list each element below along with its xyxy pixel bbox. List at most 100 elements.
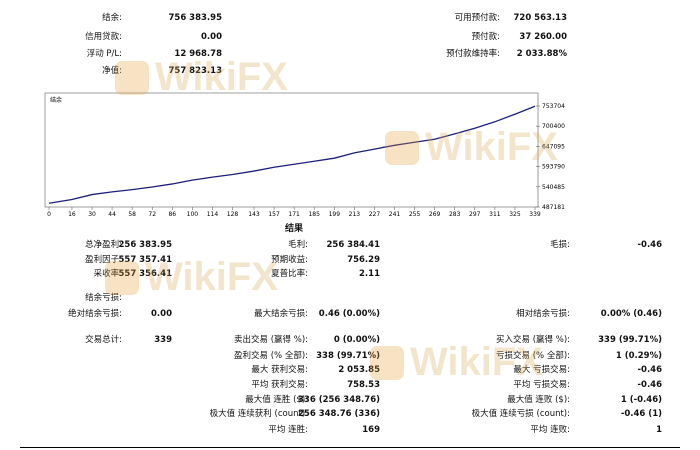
field-label: 预付款: xyxy=(471,32,500,42)
x-tick-label: 100 xyxy=(187,211,199,218)
field-label: 极大值 连续获利 (count): xyxy=(209,409,308,419)
field-value: 339 xyxy=(154,335,172,345)
field-label: 卖出交易 (赢得 %): xyxy=(234,335,308,345)
field-value: 2.11 xyxy=(359,269,380,279)
x-tick-label: 30 xyxy=(88,211,96,218)
field-label: 最大值 连败 ($): xyxy=(507,395,570,405)
field-value: -0.46 xyxy=(637,365,663,375)
x-tick-label: 58 xyxy=(128,211,136,218)
x-tick-label: 325 xyxy=(509,211,521,218)
field-value: 338 (99.71%) xyxy=(316,351,380,361)
x-tick-label: 269 xyxy=(429,211,441,218)
balance-chart: 结余 487181 540485 593790 647095 700400 753704 0… xyxy=(44,92,565,218)
field-value: 557 357.41 xyxy=(118,255,172,265)
field-value: 1 (0.29%) xyxy=(615,351,662,361)
field-value: 2 033.88% xyxy=(516,49,567,59)
field-value: 1 (-0.46) xyxy=(620,395,662,405)
field-value: 1 xyxy=(656,425,662,435)
field-label: 浮动 P/L: xyxy=(86,49,122,59)
field-label: 结余亏损: xyxy=(85,293,122,303)
x-tick-label: 311 xyxy=(489,211,501,218)
field-label: 盈利交易 (% 全部): xyxy=(234,351,308,361)
x-tick-label: 297 xyxy=(469,211,481,218)
field-label: 结余: xyxy=(102,13,122,23)
field-label: 毛利: xyxy=(288,240,308,250)
field-value: 757 823.13 xyxy=(168,66,222,76)
field-label: 相对结余亏损: xyxy=(516,309,570,319)
field-value: 0 (0.00%) xyxy=(333,335,380,345)
field-label: 极大值 连续亏损 (count): xyxy=(471,409,570,419)
field-value: 720 563.13 xyxy=(513,13,567,23)
field-label: 最大 亏损交易: xyxy=(513,365,570,375)
field-value: 0.00 xyxy=(151,309,172,319)
field-value: 336 (256 348.76) xyxy=(298,395,380,405)
field-label: 净值: xyxy=(102,66,122,76)
x-tick-label: 143 xyxy=(248,211,260,218)
field-label: 可用预付款: xyxy=(454,13,500,23)
rule xyxy=(20,447,680,448)
field-label: 采收率: xyxy=(93,269,122,279)
field-label: 预付款维持率: xyxy=(446,49,500,59)
x-tick-label: 185 xyxy=(308,211,320,218)
x-tick-label: 255 xyxy=(409,211,421,218)
field-label: 最大结余亏损: xyxy=(254,309,308,319)
balance-line xyxy=(48,105,536,204)
field-label: 总净盈利: xyxy=(85,240,122,250)
field-value: 756.29 xyxy=(347,255,380,265)
chart-frame xyxy=(44,92,539,208)
field-label: 平均 亏损交易: xyxy=(513,380,570,390)
field-label: 交易总计: xyxy=(85,335,122,345)
field-value: 256 383.95 xyxy=(118,240,172,250)
field-label: 盈利因子: xyxy=(85,255,122,265)
y-tick-label: 753704 xyxy=(542,103,565,110)
field-value: 12 968.78 xyxy=(174,49,222,59)
field-value: 169 xyxy=(362,425,380,435)
y-tick-label: 700400 xyxy=(542,123,565,130)
field-label: 亏损交易 (% 全部): xyxy=(496,351,570,361)
x-tick-label: 44 xyxy=(108,211,116,218)
x-tick-label: 227 xyxy=(369,211,381,218)
x-tick-label: 114 xyxy=(207,211,219,218)
field-value: 557 356.41 xyxy=(118,269,172,279)
x-tick-label: 241 xyxy=(389,211,401,218)
x-tick-label: 128 xyxy=(227,211,239,218)
field-label: 平均 获利交易: xyxy=(251,380,308,390)
field-value: 339 (99.71%) xyxy=(598,335,662,345)
x-tick-label: 199 xyxy=(329,211,341,218)
x-tick-label: 72 xyxy=(148,211,156,218)
y-tick-label: 593790 xyxy=(542,164,565,171)
field-value: 2 053.85 xyxy=(338,365,380,375)
y-tick-label: 487181 xyxy=(542,204,565,211)
watermark-text: WikiFX xyxy=(410,340,543,384)
x-tick-label: 157 xyxy=(268,211,280,218)
field-value: -0.46 (1) xyxy=(620,409,662,419)
field-value: -0.46 xyxy=(637,240,663,250)
field-label: 夏普比率: xyxy=(271,269,308,279)
x-tick-label: 16 xyxy=(68,211,76,218)
field-value: 256 384.41 xyxy=(326,240,380,250)
field-value: 0.00 xyxy=(201,32,222,42)
x-tick-label: 213 xyxy=(349,211,361,218)
field-value: 0.46 (0.00%) xyxy=(318,309,380,319)
field-label: 预期收益: xyxy=(271,255,308,265)
field-label: 平均 连胜: xyxy=(268,425,308,435)
field-value: 758.53 xyxy=(347,380,380,390)
x-tick-label: 283 xyxy=(449,211,461,218)
x-tick-label: 86 xyxy=(168,211,176,218)
x-tick-label: 171 xyxy=(288,211,300,218)
y-tick-label: 647095 xyxy=(542,143,565,150)
field-label: 最大 获利交易: xyxy=(251,365,308,375)
field-value: 256 348.76 (336) xyxy=(298,409,380,419)
field-value: 0.00% (0.46) xyxy=(600,309,662,319)
watermark: WikiFX xyxy=(370,340,543,385)
section-heading: 结果 xyxy=(285,224,304,234)
field-value: 37 260.00 xyxy=(519,32,567,42)
field-value: 756 383.95 xyxy=(168,13,222,23)
field-label: 绝对结余亏损: xyxy=(68,309,122,319)
field-label: 毛损: xyxy=(550,240,570,250)
field-label: 最大值 连胜 ($): xyxy=(245,395,308,405)
chart-title: 结余 xyxy=(50,96,62,104)
x-tick-label: 0 xyxy=(47,211,51,218)
x-tick-label: 339 xyxy=(529,211,541,218)
